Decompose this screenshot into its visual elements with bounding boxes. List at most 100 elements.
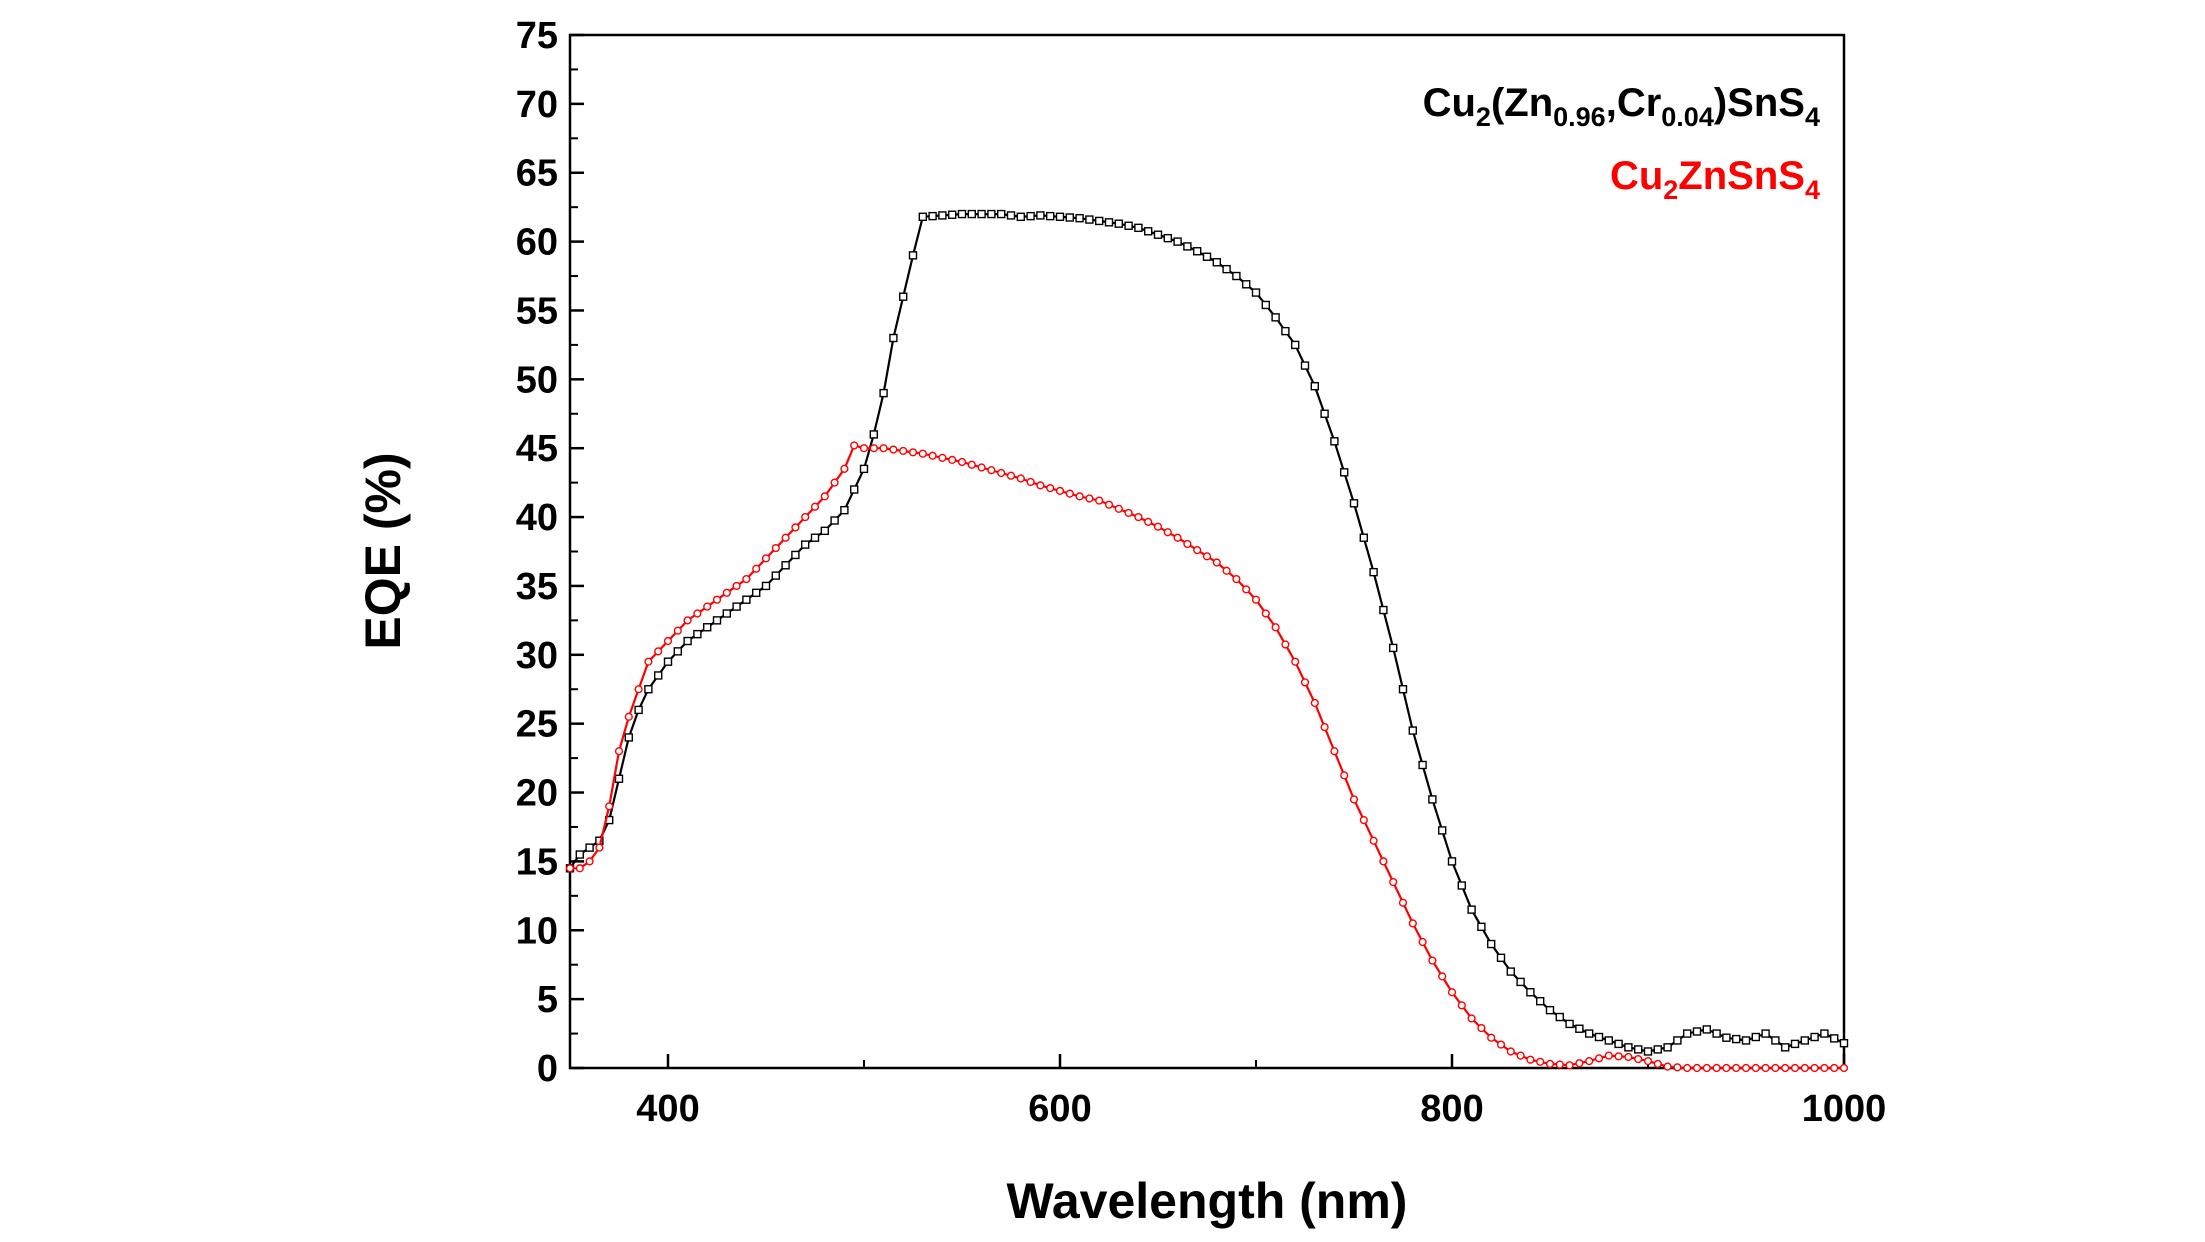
data-point: [1036, 211, 1045, 220]
data-point: [1800, 1036, 1810, 1045]
data-point: [1781, 1063, 1790, 1073]
data-point: [732, 602, 741, 611]
data-point: [1771, 1063, 1780, 1073]
data-point: [1575, 1059, 1584, 1068]
data-point: [1143, 227, 1153, 236]
data-point: [1104, 218, 1114, 227]
data-point: [752, 588, 761, 598]
data-point: [830, 516, 839, 525]
data-point: [771, 543, 780, 553]
data-point: [840, 505, 849, 515]
data-point: [1565, 1019, 1574, 1029]
data-point: [1673, 1063, 1682, 1072]
data-point: [997, 209, 1006, 219]
data-point: [614, 747, 624, 756]
data-point: [810, 502, 820, 511]
data-point: [1722, 1063, 1731, 1073]
data-point: [1437, 826, 1447, 835]
data-point: [987, 209, 996, 219]
data-point: [614, 774, 624, 783]
data-point: [1741, 1063, 1751, 1073]
data-point: [1095, 496, 1104, 505]
data-point: [1790, 1063, 1800, 1073]
series-line: [569, 213, 1845, 1053]
data-point: [1271, 313, 1280, 322]
data-point: [1643, 1057, 1653, 1066]
data-point: [928, 211, 937, 221]
data-point: [997, 468, 1006, 478]
data-point: [1114, 219, 1124, 228]
data-point: [1016, 474, 1025, 483]
data-point: [1467, 1014, 1476, 1023]
data-point: [1094, 216, 1104, 226]
y-tick-label: 50: [516, 359, 558, 401]
data-point: [1388, 643, 1398, 653]
data-point: [1193, 546, 1202, 555]
data-point: [801, 512, 810, 522]
data-point: [1486, 939, 1496, 949]
data-point: [1477, 922, 1486, 932]
data-point: [644, 657, 653, 666]
data-point: [1800, 1063, 1809, 1073]
data-point: [565, 864, 575, 873]
data-point: [1163, 233, 1173, 243]
y-tick-label: 30: [516, 635, 558, 677]
data-point: [869, 430, 878, 439]
data-point: [1359, 815, 1368, 825]
data-point: [1271, 623, 1280, 632]
data-point: [1692, 1063, 1702, 1073]
y-tick-label: 55: [516, 290, 558, 332]
data-point: [967, 209, 976, 219]
data-point: [781, 533, 790, 542]
data-point: [1673, 1036, 1682, 1045]
data-point: [1398, 685, 1408, 694]
data-point: [1192, 247, 1202, 256]
data-point: [1575, 1024, 1584, 1033]
data-point: [791, 523, 800, 532]
y-tick-label: 10: [516, 910, 558, 952]
data-point: [840, 464, 849, 473]
data-point: [1281, 640, 1290, 649]
data-point: [948, 455, 957, 465]
data-point: [585, 843, 594, 852]
data-point: [1124, 221, 1133, 230]
data-point: [1633, 1045, 1643, 1054]
data-point: [1653, 1045, 1663, 1054]
data-point: [1780, 1043, 1790, 1052]
data-point: [1222, 566, 1231, 575]
series-line: [570, 444, 1844, 1070]
y-tick-label: 15: [516, 841, 558, 883]
data-point: [1300, 678, 1310, 687]
data-point: [605, 802, 614, 811]
data-point: [1310, 382, 1320, 391]
data-point: [859, 464, 869, 474]
data-point: [1153, 522, 1163, 531]
data-point: [1663, 1062, 1672, 1071]
data-point: [1604, 1036, 1614, 1045]
data-point: [1526, 1055, 1535, 1064]
data-point: [957, 209, 967, 219]
data-point: [1339, 468, 1349, 477]
data-point: [1594, 1032, 1604, 1042]
data-point: [850, 485, 859, 494]
data-point: [1349, 795, 1359, 804]
y-axis-title: EQE (%): [355, 452, 411, 649]
data-point: [1369, 567, 1378, 577]
data-point: [1771, 1036, 1780, 1045]
data-point: [1810, 1063, 1819, 1073]
data-point: [1379, 605, 1388, 615]
data-point: [1624, 1052, 1633, 1062]
data-point: [1016, 212, 1025, 222]
data-point: [1761, 1029, 1770, 1038]
data-point: [1790, 1039, 1800, 1049]
data-point: [1496, 953, 1506, 963]
y-tick-label: 5: [537, 979, 558, 1021]
y-tick-labels: 0 5 10 15 20 25 30 35 40 45 50 55 60 65 70 75: [516, 15, 558, 1090]
data-point: [742, 595, 751, 604]
y-tick-label: 60: [516, 222, 558, 264]
data-point: [1075, 213, 1084, 223]
data-point: [1702, 1025, 1712, 1034]
data-point: [1584, 1029, 1594, 1038]
data-point: [732, 581, 741, 591]
data-point: [693, 609, 702, 618]
